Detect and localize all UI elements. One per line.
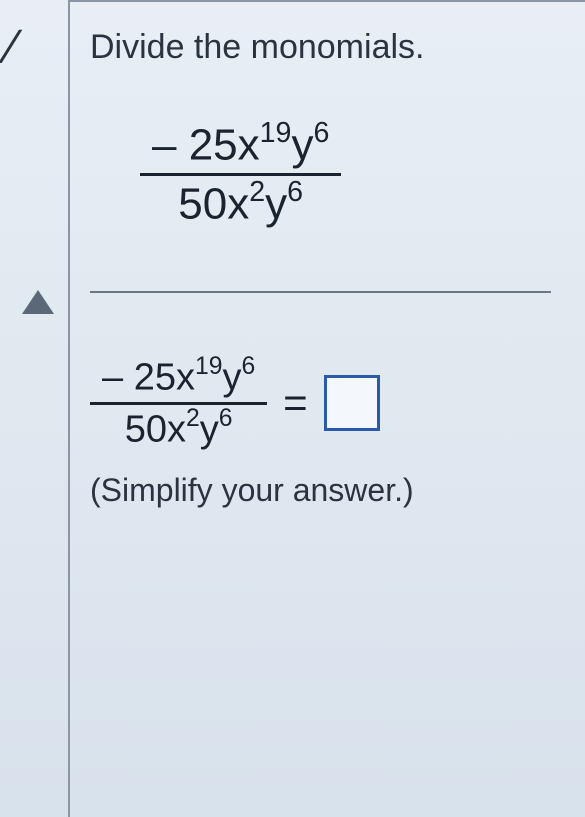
answer-input[interactable] <box>324 375 380 431</box>
simplify-note: (Simplify your answer.) <box>90 472 575 509</box>
den-coef: 50 <box>178 179 227 228</box>
ans-den-exp2: 6 <box>219 405 233 432</box>
problem-numerator: – 25x19y6 <box>140 117 341 173</box>
ans-num-exp1: 19 <box>195 353 222 380</box>
left-margin <box>0 0 70 817</box>
equals-sign: = <box>283 379 308 427</box>
section-divider <box>90 291 551 293</box>
answer-denominator: 50x2y6 <box>90 402 267 454</box>
den-exp2: 6 <box>287 176 303 208</box>
answer-row: – 25x19y6 50x2y6 = <box>90 353 575 453</box>
ans-num-var1: x <box>176 357 195 399</box>
answer-numerator: – 25x19y6 <box>90 353 267 402</box>
den-var1: x <box>227 179 249 228</box>
problem-expression: – 25x19y6 50x2y6 <box>140 117 575 231</box>
den-var2: y <box>265 179 287 228</box>
den-exp1: 2 <box>249 176 265 208</box>
num-var2: y <box>291 121 313 170</box>
up-triangle-icon[interactable] <box>22 290 54 314</box>
content-area: Divide the monomials. – 25x19y6 50x2y6 –… <box>90 28 575 509</box>
ans-num-coef: – 25 <box>102 357 176 399</box>
num-exp1: 19 <box>260 117 292 149</box>
fraction-nav-icon[interactable]: ⁄ <box>8 20 16 75</box>
problem-fraction: – 25x19y6 50x2y6 <box>140 117 341 231</box>
instruction-text: Divide the monomials. <box>90 28 575 67</box>
problem-denominator: 50x2y6 <box>140 173 341 232</box>
num-var1: x <box>238 121 260 170</box>
ans-den-var1: x <box>167 409 186 451</box>
ans-den-var2: y <box>200 409 219 451</box>
answer-fraction: – 25x19y6 50x2y6 <box>90 353 267 453</box>
num-coef: – 25 <box>152 121 238 170</box>
ans-num-var2: y <box>222 357 241 399</box>
ans-num-exp2: 6 <box>241 353 255 380</box>
top-border <box>70 0 585 2</box>
num-exp2: 6 <box>313 117 329 149</box>
ans-den-coef: 50 <box>125 409 167 451</box>
ans-den-exp1: 2 <box>186 405 200 432</box>
